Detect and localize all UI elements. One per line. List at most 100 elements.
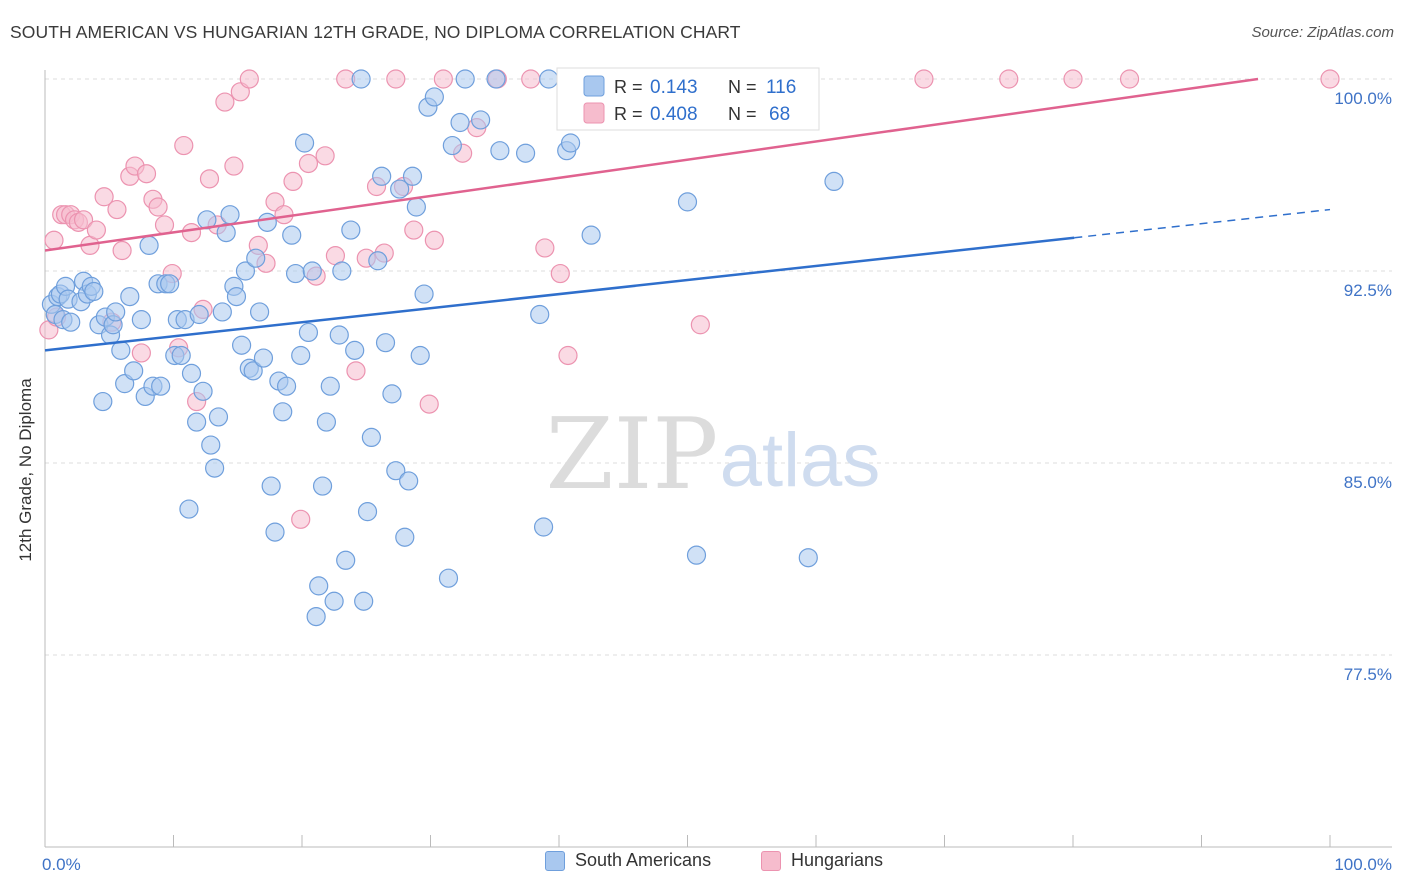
trend-line-south-americans bbox=[44, 236, 1075, 352]
legend-n-label-blue: N = bbox=[728, 77, 757, 97]
south-american-point-90 bbox=[399, 471, 419, 491]
south-american-point-97 bbox=[438, 568, 459, 588]
hungarian-point-61 bbox=[558, 345, 578, 366]
south-american-point-115 bbox=[824, 171, 844, 191]
hungarian-point-45 bbox=[346, 361, 366, 381]
south-american-point-36 bbox=[181, 363, 202, 383]
south-american-point-57 bbox=[261, 476, 281, 496]
south-american-point-35 bbox=[179, 499, 199, 519]
south-american-point-69 bbox=[306, 606, 326, 627]
hungarian-point-31 bbox=[224, 156, 244, 176]
hungarian-point-24 bbox=[174, 135, 194, 156]
watermark: ZIP atlas bbox=[546, 398, 881, 512]
hungarian-point-8 bbox=[73, 210, 94, 230]
south-american-point-39 bbox=[193, 381, 213, 401]
south-american-point-43 bbox=[208, 407, 229, 427]
south-american-point-18 bbox=[106, 302, 126, 322]
trend-lines bbox=[44, 77, 1331, 352]
south-american-point-45 bbox=[216, 223, 236, 243]
south-american-point-50 bbox=[235, 261, 256, 281]
hungarian-point-39 bbox=[291, 509, 311, 529]
hungarian-point-30 bbox=[215, 92, 235, 112]
trend-line-south-americans-extension bbox=[1074, 208, 1331, 239]
y-tick-label-3: 100.0% bbox=[1334, 89, 1392, 108]
x-tick-label-1: 100.0% bbox=[1334, 855, 1392, 874]
south-american-point-88 bbox=[390, 179, 410, 199]
south-american-point-55 bbox=[253, 348, 274, 368]
south-american-point-7 bbox=[61, 312, 81, 332]
hungarian-point-59 bbox=[535, 238, 555, 258]
legend-item-south-americans: South Americans bbox=[545, 850, 711, 871]
south-american-point-93 bbox=[410, 345, 430, 366]
hungarian-point-54 bbox=[433, 69, 453, 89]
south-american-point-38 bbox=[189, 304, 209, 325]
y-tick-label-1: 85.0% bbox=[1344, 473, 1392, 492]
south-american-point-53 bbox=[246, 248, 266, 268]
south-american-point-109 bbox=[560, 133, 581, 153]
legend-label-south-americans: South Americans bbox=[575, 850, 712, 870]
hungarian-point-66 bbox=[1119, 69, 1140, 89]
watermark-atlas: atlas bbox=[720, 418, 881, 503]
south-american-point-75 bbox=[332, 261, 352, 281]
legend-n-label-pink: N = bbox=[728, 104, 757, 124]
y-tick-labels: 77.5% 85.0% 92.5% 100.0% bbox=[1334, 89, 1392, 684]
south-american-point-98 bbox=[442, 135, 462, 156]
hungarian-point-64 bbox=[999, 69, 1019, 89]
south-american-point-76 bbox=[336, 550, 356, 570]
legend-swatch-pink bbox=[583, 102, 605, 124]
south-american-point-92 bbox=[406, 197, 426, 217]
south-american-point-89 bbox=[395, 527, 415, 547]
south-american-point-25 bbox=[139, 235, 159, 255]
south-american-point-21 bbox=[120, 287, 140, 307]
south-american-point-83 bbox=[368, 251, 388, 271]
south-american-point-84 bbox=[372, 166, 392, 186]
hungarian-point-13 bbox=[107, 199, 127, 220]
south-american-point-91 bbox=[402, 166, 423, 186]
south-american-point-72 bbox=[320, 376, 340, 396]
south-american-point-114 bbox=[686, 545, 707, 565]
y-tick-label-0: 77.5% bbox=[1344, 665, 1392, 684]
south-american-point-101 bbox=[471, 110, 491, 130]
hungarian-point-10 bbox=[86, 220, 107, 240]
south-american-point-60 bbox=[273, 402, 293, 422]
south-american-point-23 bbox=[131, 310, 151, 330]
south-american-point-116 bbox=[798, 548, 818, 568]
hungarian-point-53 bbox=[424, 230, 444, 250]
south-american-point-79 bbox=[351, 69, 371, 89]
south-american-point-30 bbox=[160, 274, 180, 294]
south-american-point-65 bbox=[294, 133, 315, 153]
south-american-point-94 bbox=[414, 284, 434, 304]
south-american-point-78 bbox=[345, 340, 365, 360]
south-american-point-49 bbox=[232, 335, 252, 355]
south-american-point-61 bbox=[276, 376, 297, 396]
hungarian-point-1 bbox=[44, 230, 64, 250]
hungarian-point-11 bbox=[94, 187, 114, 207]
south-american-point-42 bbox=[205, 458, 225, 478]
south-american-point-82 bbox=[361, 427, 381, 447]
hungarian-point-18 bbox=[136, 164, 157, 184]
south-american-point-81 bbox=[357, 502, 378, 522]
legend-r-label-blue: R = bbox=[614, 77, 643, 97]
hungarian-point-51 bbox=[404, 220, 424, 240]
hungarian-point-58 bbox=[521, 69, 541, 89]
series-legend: South Americans Hungarians bbox=[0, 850, 1406, 880]
south-american-point-22 bbox=[124, 361, 144, 381]
x-tick-label-0: 0.0% bbox=[42, 855, 81, 874]
hungarian-point-49 bbox=[386, 69, 406, 89]
trend-line-hungarians bbox=[44, 77, 1259, 252]
south-american-point-106 bbox=[533, 517, 554, 537]
south-american-point-105 bbox=[530, 304, 550, 325]
hungarian-point-52 bbox=[419, 394, 439, 414]
south-american-point-71 bbox=[316, 412, 337, 432]
south-american-point-63 bbox=[285, 263, 306, 284]
south-american-point-86 bbox=[382, 384, 402, 404]
south-american-point-112 bbox=[581, 225, 601, 245]
south-american-point-64 bbox=[291, 345, 311, 366]
south-american-point-103 bbox=[490, 141, 510, 161]
legend-swatch-blue bbox=[583, 75, 605, 97]
chart-title: SOUTH AMERICAN VS HUNGARIAN 12TH GRADE, … bbox=[10, 22, 741, 42]
hungarian-point-28 bbox=[199, 169, 220, 189]
legend-swatch-hungarians bbox=[761, 850, 781, 871]
south-american-point-113 bbox=[677, 192, 698, 212]
south-american-point-80 bbox=[354, 591, 374, 611]
